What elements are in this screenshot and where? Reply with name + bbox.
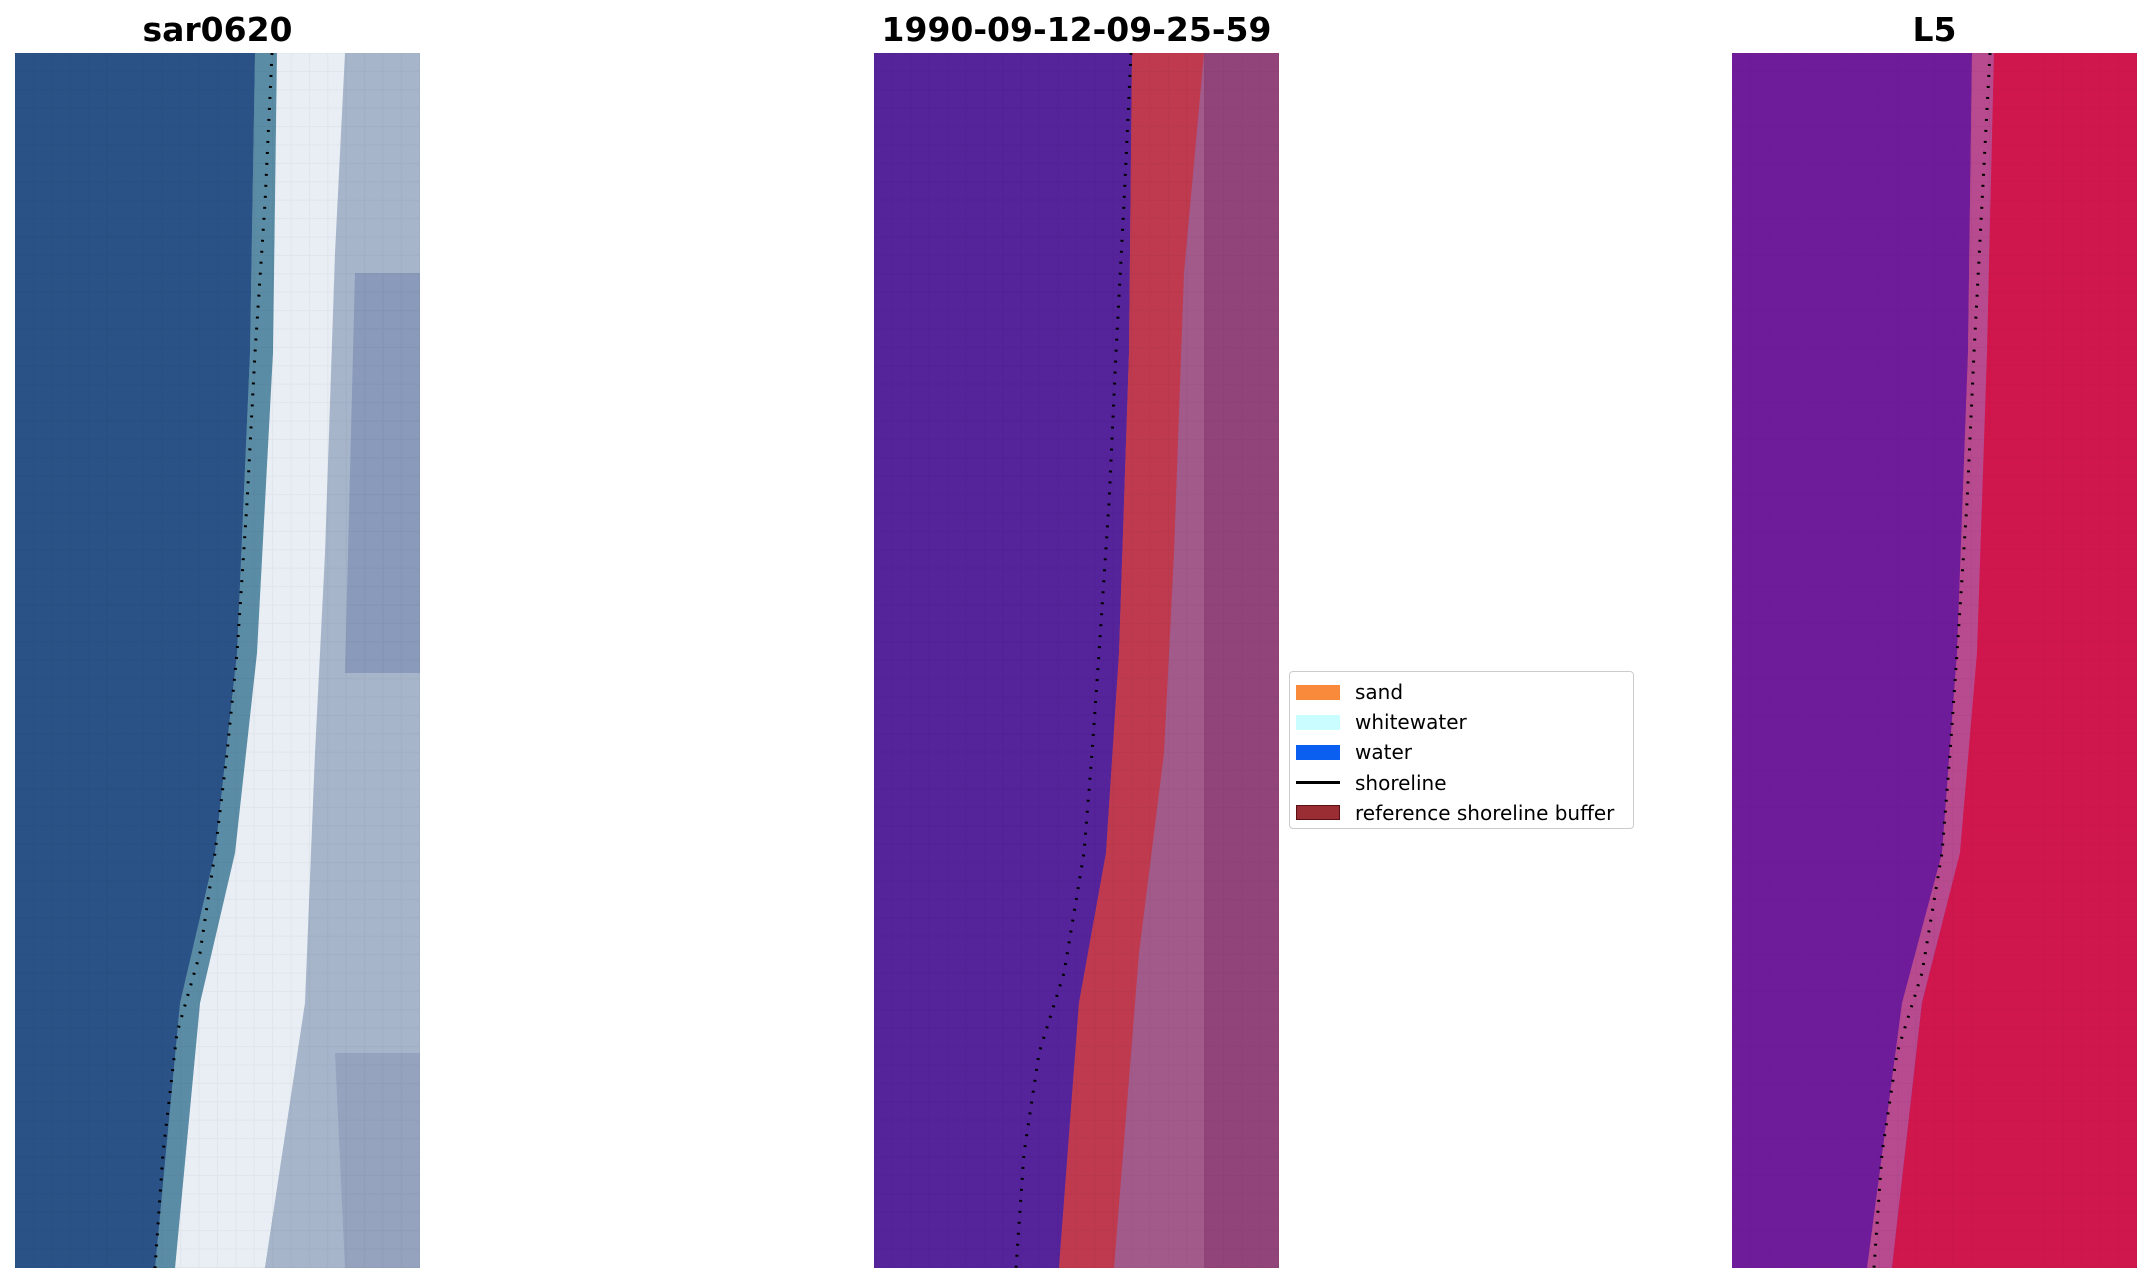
panel-title-rgb: sar0620	[142, 10, 293, 49]
legend-label: reference shoreline buffer	[1355, 800, 1615, 825]
legend-item-sand: sand	[1296, 677, 1627, 707]
legend-item-whitewater: whitewater	[1296, 707, 1627, 737]
legend-item-water: water	[1296, 737, 1627, 767]
index-image	[1732, 53, 2137, 1268]
panel-title-classified: 1990-09-12-09-25-59	[881, 10, 1272, 49]
rgb-satellite-image	[15, 53, 420, 1268]
legend-label: whitewater	[1355, 710, 1467, 735]
legend-label: sand	[1355, 680, 1404, 705]
shoreline-swatch	[1296, 781, 1340, 785]
legend-item-reference-shoreline-buffer: reference shoreline buffer	[1296, 798, 1627, 828]
legend-item-shoreline: shoreline	[1296, 768, 1627, 798]
classified-image	[874, 53, 1279, 1268]
whitewater-swatch	[1296, 714, 1340, 730]
legend: sand whitewater water shoreline referenc…	[1289, 671, 1634, 829]
buffer-swatch	[1296, 805, 1340, 821]
legend-label: water	[1355, 740, 1412, 765]
panel-title-index: L5	[1912, 10, 1957, 49]
legend-label: shoreline	[1355, 770, 1447, 795]
sand-swatch	[1296, 684, 1340, 700]
water-swatch	[1296, 744, 1340, 760]
